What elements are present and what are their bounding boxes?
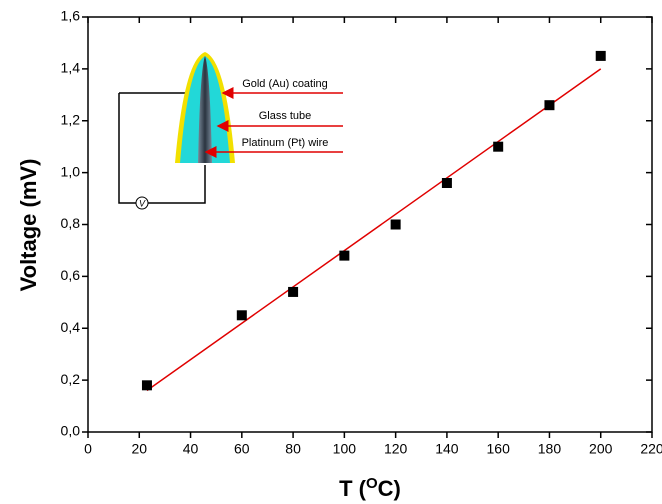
x-tick-label: 140 (435, 441, 459, 457)
y-tick-label: 0,8 (61, 215, 81, 231)
y-tick-label: 0,6 (61, 267, 81, 283)
x-tick-label: 100 (333, 441, 357, 457)
y-tick-label: 0,0 (61, 423, 81, 439)
y-tick-label: 1,2 (61, 111, 81, 127)
annotation: Glass tube (259, 110, 312, 122)
annotation: Gold (Au) coating (242, 78, 328, 90)
x-tick-label: 160 (487, 441, 511, 457)
x-axis-label-part: C) (378, 476, 401, 501)
data-point (339, 250, 350, 261)
data-point (141, 380, 152, 391)
x-tick-label: 220 (640, 441, 662, 457)
data-point (441, 178, 452, 188)
x-axis-label-part: T ( (339, 476, 367, 501)
x-tick-label: 60 (234, 441, 250, 457)
data-point (236, 310, 247, 321)
x-tick-label: 80 (285, 441, 301, 457)
y-tick-label: 0,2 (61, 371, 81, 387)
data-point (493, 141, 504, 152)
x-tick-label: 40 (183, 441, 199, 457)
data-point (288, 286, 299, 297)
y-tick-label: 0,4 (61, 319, 81, 335)
y-axis-label: Voltage (mV) (16, 159, 41, 292)
y-tick-label: 1,0 (61, 163, 81, 179)
x-tick-label: 0 (84, 441, 92, 457)
plot-frame (87, 16, 653, 433)
fit-line (146, 68, 602, 392)
y-tick-label: 1,6 (61, 8, 81, 24)
x-axis-label: T (OC) (339, 475, 401, 501)
annotation: V (139, 198, 146, 208)
data-point (544, 100, 555, 111)
y-tick-label: 1,4 (61, 60, 81, 76)
x-tick-label: 120 (384, 441, 408, 457)
x-tick-label: 20 (131, 441, 147, 457)
data-point (595, 50, 606, 61)
x-axis-label-part: O (366, 475, 378, 492)
annotation: Platinum (Pt) wire (242, 137, 329, 149)
x-tick-label: 180 (538, 441, 562, 457)
inset-diagram: Gold (Au) coating Glass tube Platinum (P… (118, 52, 343, 210)
data-point (390, 219, 401, 230)
x-tick-label: 200 (589, 441, 613, 457)
